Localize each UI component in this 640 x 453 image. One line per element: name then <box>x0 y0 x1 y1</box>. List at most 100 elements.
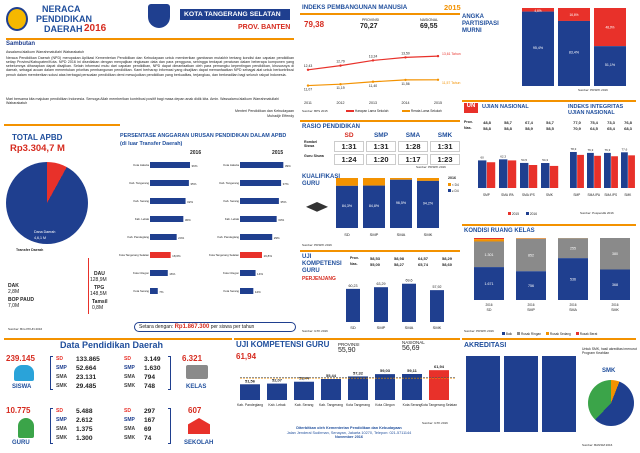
un-table-value: 54,7 <box>546 120 554 125</box>
ukg-jenjang-prov-value: 58,29 <box>441 256 452 261</box>
ukg-jenjang-x-label: SMA <box>405 325 414 330</box>
ukg-title: UJI KOMPETENSI GURU <box>236 340 330 349</box>
anggaran-bar <box>240 234 273 240</box>
anggaran-bar-value: 29% <box>274 236 280 240</box>
jenjang-label: SMK <box>124 435 136 441</box>
un-bar-2016 <box>549 165 559 188</box>
un-x-label: SMP <box>483 193 490 197</box>
sambutan-signature-name: Muhadjir Effendy <box>267 114 294 118</box>
un-bar-2016 <box>486 162 496 188</box>
un-title-left: UJIAN NASIONAL <box>482 104 529 110</box>
kemdikbud-logo <box>6 7 28 31</box>
kondisi-year-label: 2016 <box>611 303 618 307</box>
ukg-jenjang-bar-value: 57,92 <box>433 285 442 289</box>
un-bar-value: 77,6 <box>621 147 627 151</box>
siswa-label: SISWA <box>12 384 32 390</box>
ukg-x-label: Kota Cilegon <box>375 403 395 407</box>
anggaran-category-label: Kab. Serang <box>223 199 239 203</box>
sambutan-signature-title: Menteri Pendidikan dan Kebudayaan <box>235 109 294 113</box>
ukg-jenjang-nas-value: 55,00 <box>369 262 380 267</box>
data-pendidikan-row: SMP 52.664 <box>56 364 116 373</box>
ipm-label-bottom: 11,19 <box>336 86 344 90</box>
kondisi-bar-label: 255 <box>570 247 576 251</box>
data-pendidikan-row: SMA 23.131 <box>56 373 116 382</box>
ipm-x-tick: 2011 <box>304 101 312 105</box>
kualifikasi-legend-high: ≥ D4 <box>448 189 459 194</box>
ukg-provinsi-value: 55,90 <box>338 347 356 354</box>
apm-bar-red <box>522 8 554 12</box>
anggaran-category-label: Kab. Serang <box>133 199 149 203</box>
kondisi-bar-segment <box>600 269 630 300</box>
apm-bar-label-red: 4,6% <box>534 9 541 13</box>
apbd-connector <box>88 258 89 314</box>
un-table-value: 64,5 <box>590 126 598 131</box>
kondisi-bar-segment <box>600 238 630 270</box>
jenjang-label: SMK <box>56 435 68 441</box>
jenjang-value: 3.149 <box>144 356 161 363</box>
ukg-jenjang-bar <box>402 283 416 322</box>
un-table-value: 77,0 <box>573 120 581 125</box>
apm-bar-label: 95,4% <box>533 46 544 50</box>
ukg-jenjang-x-label: SMK <box>433 325 442 330</box>
kualifikasi-bar-label: 84,3% <box>342 204 353 208</box>
rasio-guru-label: Guru Siswa <box>304 154 324 158</box>
un-bar-2015 <box>499 159 508 188</box>
integritas-un-chart: 78,3 SMP 76,3 SMA IPA 76,3 SMA IPS 77,6 SMK <box>570 147 635 197</box>
un-table-value: 58,5 <box>546 126 554 131</box>
rasio-header: SMP <box>373 132 389 139</box>
ukg-x-label: Kab. Tangerang <box>319 403 343 407</box>
kondisi-bar-segment <box>516 271 546 300</box>
apm-source: Sumber: PDSPK 2016 <box>578 88 608 92</box>
kualifikasi-bar-low <box>336 178 358 186</box>
anggaran-category-label: Kab. Pandeglang <box>218 235 240 239</box>
jenjang-label: SMA <box>56 374 68 380</box>
kondisi-x-label: SMP <box>527 308 535 312</box>
kualifikasi-title-1: KUALIFIKASI <box>302 174 340 180</box>
ukg-bar <box>267 383 287 400</box>
un-bar-value: 54,5 <box>521 158 527 162</box>
anggaran-bar <box>240 180 282 186</box>
un-chart: 60 SMP 62,3 SMA IPA 54,5 SMA IPS 54,3 SMK <box>478 154 559 197</box>
rasio-value-guru: 1:24 <box>334 154 364 165</box>
kondisi-bar-segment <box>516 238 546 239</box>
akreditasi-pie-smp <box>504 356 538 432</box>
ipm-nasional-label: NASIONAL <box>420 18 439 22</box>
rasio-value-guru: 1:20 <box>366 154 396 165</box>
kualifikasi-bar-high <box>417 180 439 228</box>
kondisi-bar-label: 368 <box>612 283 618 287</box>
ukg-jenjang-title-2: KOMPETENSI <box>302 261 342 267</box>
anggaran-footer-value: Rp1.867.300 <box>174 324 210 330</box>
ipm-series-point <box>371 80 375 83</box>
un-table-value: 58,8 <box>504 126 512 131</box>
akreditasi-smk-label: SMK <box>602 368 616 374</box>
anggaran-footer-label: Setara dengan: <box>139 324 174 330</box>
un-source: Sumber: Puspendik 2016 <box>580 211 614 215</box>
kualifikasi-stacked-chart: 84,3% SD 84,8% SMP 96,5% SMA 94,2% SMK <box>336 178 439 237</box>
ipm-series-point <box>371 59 375 62</box>
un-bar-2016 <box>611 156 618 188</box>
ukg-bar-value: 52,07 <box>272 378 283 383</box>
ukg-x-label: Kota Tangerang Selatan <box>421 403 457 407</box>
kondisi-bar-segment <box>558 258 588 300</box>
apm-title-1: ANGKA <box>462 14 484 20</box>
ukg-footer-line2: Jalan Jenderal Sudirman, Senayan, Jakart… <box>286 430 412 435</box>
anggaran-footer-suffix: per siswa per tahun <box>210 324 255 330</box>
kualifikasi-bar-high <box>363 185 385 228</box>
anggaran-bar-value: 18,6% <box>172 254 181 258</box>
un-table-value: 58,8 <box>483 126 491 131</box>
ukg-source: Sumber: GTK 2016 <box>422 421 448 425</box>
school-icon <box>188 418 210 434</box>
ipm-series-point <box>306 68 310 72</box>
tpg-label: TPG <box>94 285 105 291</box>
jenjang-label: SMA <box>124 374 136 380</box>
kondisi-year-label: 2016 <box>485 303 492 307</box>
ipm-series-point <box>339 82 342 86</box>
apm-bar-label-red: 48,9% <box>605 26 614 30</box>
un-legend-2016: 2016 <box>526 212 537 217</box>
anggaran-bar-value: 12% <box>255 290 261 294</box>
ipm-kota-value: 79,38 <box>304 20 325 29</box>
rasio-source: Sumber: PDSPK 2016 <box>416 165 446 169</box>
jenjang-value: 23.131 <box>76 374 97 381</box>
un-left-table: 48,8 58,7 67,4 54,7 58,8 58,8 58,9 58,5 <box>478 120 562 132</box>
kondisi-year-label: 2016 <box>527 303 534 307</box>
